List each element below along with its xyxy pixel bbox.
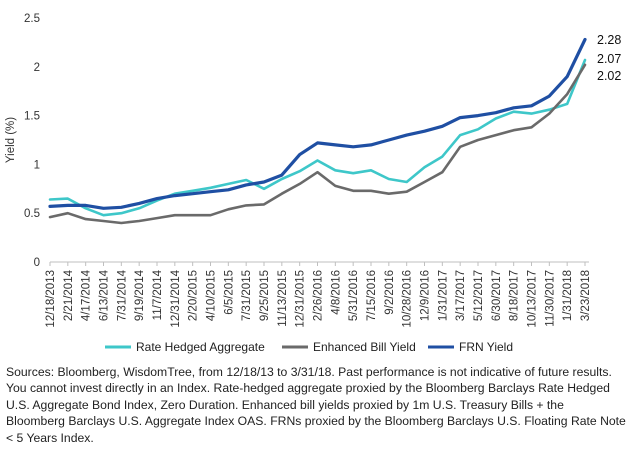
yield-line-chart: 0 0.5 1 1.5 2 2.5 Yield (%) 12/18/2013 2/21/2014… — [5, 13, 621, 354]
end-value-label: 2.02 — [597, 69, 621, 83]
x-tick-label: 5/12/2017 — [473, 270, 485, 321]
x-tick-label: 1/31/2018 — [562, 270, 574, 321]
x-tick-label: 12/18/2013 — [45, 270, 57, 328]
x-tick-label: 11/13/2015 — [277, 270, 289, 327]
x-tick-label: 4/10/2015 — [206, 270, 218, 321]
legend-label: Rate Hedged Aggregate — [136, 340, 265, 354]
series-line-rate-hedged-aggregate — [48, 58, 587, 217]
y-tick-label: 2.5 — [24, 13, 40, 25]
chart-axes: 0 0.5 1 1.5 2 2.5 Yield (%) 12/18/2013 2/21/2014… — [5, 13, 592, 328]
source-footnote: Sources: Bloomberg, WisdomTree, from 12/… — [6, 365, 626, 445]
x-tick-label: 10/28/2016 — [402, 270, 414, 328]
x-tick-label: 6/5/2015 — [223, 270, 235, 315]
y-tick-label: 1.5 — [24, 111, 40, 123]
x-tick-label: 3/23/2018 — [580, 270, 592, 321]
x-tick-label: 7/15/2016 — [366, 270, 378, 321]
x-tick-label: 12/9/2016 — [420, 270, 432, 321]
x-tick-label: 1/31/2017 — [437, 270, 449, 321]
legend-label: Enhanced Bill Yield — [313, 340, 416, 354]
y-tick-label: 2 — [34, 62, 40, 74]
x-tick-label: 7/31/2015 — [241, 270, 253, 321]
x-tick-label: 3/17/2017 — [455, 270, 467, 321]
end-value-label: 2.28 — [597, 33, 621, 47]
x-tick-label: 12/31/2014 — [170, 269, 182, 327]
x-tick-label: 7/31/2014 — [116, 269, 128, 321]
x-tick-label: 11/7/2014 — [152, 269, 164, 320]
x-tick-label: 9/19/2014 — [134, 269, 146, 321]
series-line-frn-yield — [48, 37, 587, 210]
x-tick-label: 6/30/2017 — [491, 270, 503, 321]
y-tick-label: 1 — [34, 159, 40, 171]
series-line-enhanced-bill-yield — [48, 63, 587, 225]
x-tick-label: 4/17/2014 — [81, 269, 93, 321]
x-tick-label: 11/30/2017 — [544, 270, 556, 327]
end-value-label: 2.07 — [597, 52, 621, 66]
x-tick-label: 5/31/2016 — [348, 270, 360, 321]
chart-legend: Rate Hedged Aggregate Enhanced Bill Yield… — [105, 340, 513, 354]
x-tick-label: 9/25/2015 — [259, 270, 271, 321]
chart-end-labels: 2.28 2.07 2.02 — [597, 33, 621, 83]
x-tick-label: 6/13/2014 — [99, 269, 111, 321]
x-tick-label: 10/13/2017 — [527, 270, 539, 328]
legend-label: FRN Yield — [459, 340, 513, 354]
x-tick-label: 4/8/2016 — [330, 270, 342, 315]
x-tick-label: 2/26/2016 — [313, 270, 325, 321]
x-tick-label: 9/2/2016 — [384, 270, 396, 315]
x-tick-label: 8/18/2017 — [509, 270, 521, 321]
x-tick-label: 2/20/2015 — [188, 270, 200, 321]
y-tick-label: 0.5 — [24, 208, 40, 220]
y-axis-title: Yield (%) — [5, 117, 17, 163]
x-tick-label: 2/21/2014 — [63, 269, 75, 321]
y-tick-label: 0 — [34, 257, 40, 269]
chart-series-lines — [48, 37, 587, 225]
x-tick-label: 12/31/2015 — [295, 270, 307, 328]
